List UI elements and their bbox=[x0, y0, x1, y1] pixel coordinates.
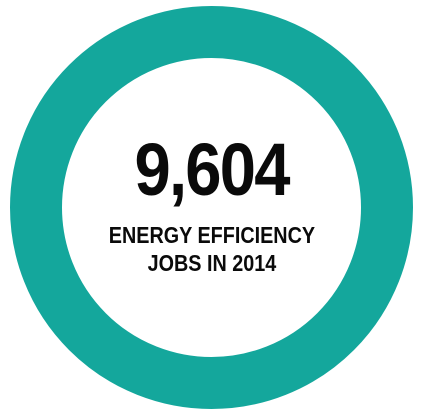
stat-caption-line2: JOBS IN 2014 bbox=[147, 249, 276, 276]
stat-value: 9,604 bbox=[134, 127, 290, 211]
stat-caption-line1: ENERGY EFFICIENCY bbox=[108, 221, 315, 248]
stat-caption: ENERGY EFFICIENCY JOBS IN 2014 bbox=[108, 221, 314, 277]
